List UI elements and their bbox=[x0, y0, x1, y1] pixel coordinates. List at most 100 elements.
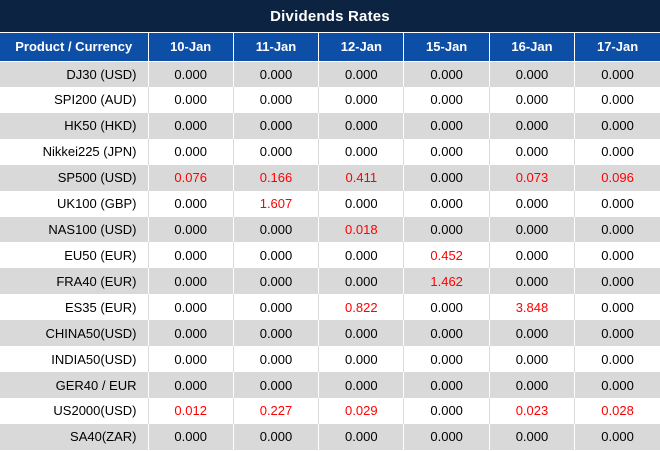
rate-cell: 0.023 bbox=[488, 397, 575, 424]
rate-cell: 0.000 bbox=[147, 346, 234, 373]
rate-cell: 0.000 bbox=[403, 216, 490, 243]
rate-cell: 0.000 bbox=[147, 372, 234, 398]
table-row: CHINA50(USD) 0.000 0.000 0.000 0.000 0.000 0.0… bbox=[0, 320, 660, 347]
row-label: NAS100 (USD) bbox=[0, 216, 148, 243]
rate-cell: 0.076 bbox=[147, 164, 234, 191]
rate-cell: 0.166 bbox=[232, 164, 319, 191]
rate-cell: 0.000 bbox=[318, 320, 404, 347]
row-label: SPI200 (AUD) bbox=[0, 86, 148, 113]
row-label: GER40 / EUR bbox=[0, 372, 148, 398]
rate-cell: 0.000 bbox=[403, 397, 490, 424]
column-header: 10-Jan bbox=[147, 33, 234, 62]
rate-cell: 0.000 bbox=[232, 268, 319, 295]
rate-cell: 0.000 bbox=[488, 372, 575, 398]
rate-cell: 0.000 bbox=[574, 320, 660, 347]
rate-cell: 0.000 bbox=[232, 138, 319, 165]
table-header-row: Product / Currency 10-Jan 11-Jan 12-Jan 15-… bbox=[0, 33, 660, 62]
rate-cell: 0.000 bbox=[574, 294, 660, 321]
table-row: INDIA50(USD) 0.000 0.000 0.000 0.000 0.000 0.0… bbox=[0, 346, 660, 373]
rate-cell: 0.000 bbox=[403, 112, 490, 139]
rate-cell: 0.000 bbox=[318, 372, 404, 398]
rate-cell: 0.000 bbox=[488, 268, 575, 295]
row-label: DJ30 (USD) bbox=[0, 61, 148, 87]
row-label: UK100 (GBP) bbox=[0, 190, 148, 217]
rate-cell: 0.000 bbox=[574, 423, 660, 450]
table-row: UK100 (GBP) 0.000 1.607 0.000 0.000 0.000 0.00… bbox=[0, 190, 660, 217]
table-row: SA40(ZAR) 0.000 0.000 0.000 0.000 0.000 0.000 bbox=[0, 423, 660, 450]
widget-title: Dividends Rates bbox=[0, 0, 660, 33]
rate-cell: 0.000 bbox=[147, 268, 234, 295]
rate-cell: 0.227 bbox=[232, 397, 319, 424]
table-row: HK50 (HKD) 0.000 0.000 0.000 0.000 0.000 0.000 bbox=[0, 112, 660, 139]
column-header: 12-Jan bbox=[318, 33, 404, 62]
rate-cell: 0.000 bbox=[318, 86, 404, 113]
rate-cell: 0.822 bbox=[318, 294, 404, 321]
row-label: HK50 (HKD) bbox=[0, 112, 148, 139]
rate-cell: 0.073 bbox=[488, 164, 575, 191]
rate-cell: 0.000 bbox=[147, 112, 234, 139]
rate-cell: 0.000 bbox=[147, 320, 234, 347]
rate-cell: 0.000 bbox=[403, 294, 490, 321]
rate-cell: 0.000 bbox=[403, 138, 490, 165]
rate-cell: 0.000 bbox=[318, 138, 404, 165]
table-row: ES35 (EUR) 0.000 0.000 0.822 0.000 3.848 0.000 bbox=[0, 294, 660, 321]
column-header: 16-Jan bbox=[488, 33, 575, 62]
rate-cell: 0.096 bbox=[574, 164, 660, 191]
rate-cell: 0.000 bbox=[488, 86, 575, 113]
rate-cell: 0.000 bbox=[574, 268, 660, 295]
rate-cell: 0.000 bbox=[574, 138, 660, 165]
rate-cell: 0.000 bbox=[318, 242, 404, 269]
rate-cell: 0.000 bbox=[232, 346, 319, 373]
rate-cell: 0.000 bbox=[147, 61, 234, 87]
rate-cell: 0.000 bbox=[147, 216, 234, 243]
rate-cell: 0.000 bbox=[232, 320, 319, 347]
rate-cell: 0.000 bbox=[318, 423, 404, 450]
rate-cell: 0.000 bbox=[147, 190, 234, 217]
rate-cell: 0.000 bbox=[574, 242, 660, 269]
row-label: SA40(ZAR) bbox=[0, 423, 148, 450]
rate-cell: 0.000 bbox=[147, 86, 234, 113]
rate-cell: 0.000 bbox=[488, 242, 575, 269]
rate-cell: 0.000 bbox=[488, 320, 575, 347]
table-body: DJ30 (USD) 0.000 0.000 0.000 0.000 0.000 0.000… bbox=[0, 61, 660, 450]
rate-cell: 0.000 bbox=[403, 320, 490, 347]
table-row: NAS100 (USD) 0.000 0.000 0.018 0.000 0.000 0.0… bbox=[0, 216, 660, 243]
row-label: US2000(USD) bbox=[0, 397, 148, 424]
rate-cell: 3.848 bbox=[488, 294, 575, 321]
rate-cell: 0.000 bbox=[488, 216, 575, 243]
rate-cell: 0.000 bbox=[403, 423, 490, 450]
table-row: US2000(USD) 0.012 0.227 0.029 0.000 0.023 0.02… bbox=[0, 397, 660, 424]
table-row: SPI200 (AUD) 0.000 0.000 0.000 0.000 0.000 0.0… bbox=[0, 86, 660, 113]
rate-cell: 0.000 bbox=[232, 372, 319, 398]
rate-cell: 0.000 bbox=[488, 112, 575, 139]
rate-cell: 0.000 bbox=[147, 294, 234, 321]
rate-cell: 0.000 bbox=[488, 61, 575, 87]
table-row: DJ30 (USD) 0.000 0.000 0.000 0.000 0.000 0.000 bbox=[0, 61, 660, 87]
rate-cell: 0.000 bbox=[403, 372, 490, 398]
corner-header: Product / Currency bbox=[0, 33, 148, 62]
rate-cell: 0.000 bbox=[318, 190, 404, 217]
row-label: ES35 (EUR) bbox=[0, 294, 148, 321]
rate-cell: 0.000 bbox=[318, 346, 404, 373]
rate-cell: 0.000 bbox=[488, 138, 575, 165]
rate-cell: 0.018 bbox=[318, 216, 404, 243]
row-label: CHINA50(USD) bbox=[0, 320, 148, 347]
row-label: FRA40 (EUR) bbox=[0, 268, 148, 295]
table-row: Nikkei225 (JPN) 0.000 0.000 0.000 0.000 0.000… bbox=[0, 138, 660, 165]
rate-cell: 0.029 bbox=[318, 397, 404, 424]
table-row: SP500 (USD) 0.076 0.166 0.411 0.000 0.073 0.09… bbox=[0, 164, 660, 191]
rate-cell: 0.000 bbox=[574, 61, 660, 87]
rate-cell: 0.000 bbox=[574, 190, 660, 217]
rate-cell: 0.000 bbox=[488, 346, 575, 373]
rate-cell: 0.000 bbox=[403, 346, 490, 373]
rate-cell: 0.000 bbox=[318, 61, 404, 87]
rate-cell: 0.452 bbox=[403, 242, 490, 269]
rate-cell: 0.000 bbox=[488, 190, 575, 217]
rate-cell: 0.000 bbox=[232, 294, 319, 321]
rate-cell: 0.000 bbox=[403, 164, 490, 191]
rate-cell: 0.012 bbox=[147, 397, 234, 424]
rate-cell: 0.000 bbox=[232, 86, 319, 113]
rate-cell: 0.000 bbox=[574, 346, 660, 373]
rate-cell: 0.000 bbox=[232, 216, 319, 243]
row-label: SP500 (USD) bbox=[0, 164, 148, 191]
